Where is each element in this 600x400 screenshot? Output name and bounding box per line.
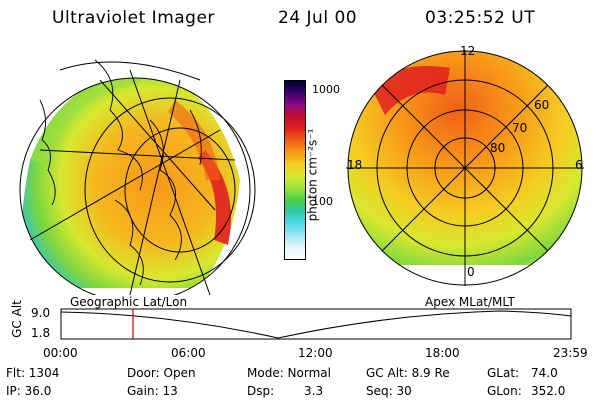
mlt-label-6: 6: [575, 158, 583, 172]
timeline-xtick-0600: 06:00: [171, 346, 206, 360]
app-title: Ultraviolet Imager: [52, 8, 215, 28]
timeline-xtick-1200: 12:00: [298, 346, 333, 360]
right-panel-label: Apex MLat/MLT: [425, 295, 515, 309]
info-gc-altitude: GC Alt: 8.9 Re: [366, 366, 450, 380]
info-mode: Mode: Normal: [247, 366, 331, 380]
mlat-label-70: 70: [512, 121, 528, 135]
mlt-label-0: 0: [467, 265, 475, 279]
info-gain: Gain: 13: [127, 384, 178, 398]
mlat-label-80: 80: [490, 141, 506, 155]
info-sequence: Seq: 30: [366, 384, 412, 398]
scale-tick-1000: 1000: [312, 83, 340, 96]
color-scale-bar: [284, 80, 306, 260]
timeline-xtick-0000: 00:00: [43, 346, 78, 360]
image-date: 24 Jul 00: [278, 8, 358, 28]
altitude-timeline[interactable]: [60, 308, 572, 340]
image-time: 03:25:52 UT: [425, 8, 536, 28]
mlat-label-60: 60: [534, 98, 550, 112]
left-panel-label: Geographic Lat/Lon: [70, 295, 188, 309]
info-glat-value: 74.0: [531, 366, 558, 380]
timeline-xtick-2359: 23:59: [553, 346, 588, 360]
scale-unit-label: photon cm⁻²s⁻¹: [305, 128, 320, 222]
info-glon-value: 352.0: [531, 384, 566, 398]
info-dsp-value: 3.3: [304, 384, 324, 398]
polar-aurora-image: [346, 50, 584, 286]
info-dsp-label: Dsp:: [247, 384, 275, 398]
timeline-ylabel: GC Alt: [9, 300, 24, 338]
timeline-ytick-low: 1.8: [31, 326, 51, 340]
scale-tick-100: 100: [312, 195, 333, 208]
info-door: Door: Open: [127, 366, 196, 380]
mlt-label-12: 12: [460, 44, 476, 58]
info-ip: IP: 36.0: [6, 384, 52, 398]
info-flight: Flt: 1304: [6, 366, 60, 380]
mlt-label-18: 18: [347, 158, 363, 172]
info-glat-label: GLat:: [487, 366, 520, 380]
geographic-aurora-image: [19, 59, 256, 295]
timeline-xtick-1800: 18:00: [425, 346, 460, 360]
timeline-ytick-high: 9.0: [31, 306, 51, 320]
info-glon-label: GLon:: [487, 384, 522, 398]
